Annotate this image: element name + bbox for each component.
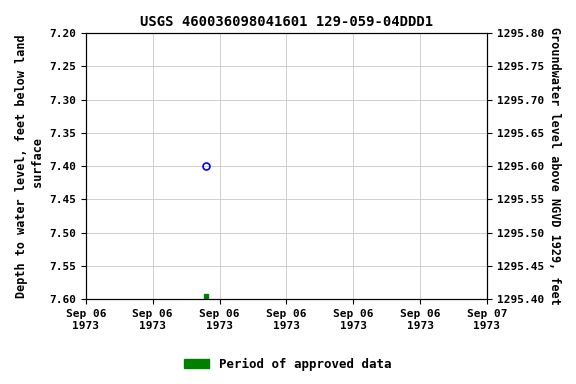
Legend: Period of approved data: Period of approved data: [179, 353, 397, 376]
Y-axis label: Depth to water level, feet below land
 surface: Depth to water level, feet below land su…: [15, 34, 45, 298]
Title: USGS 460036098041601 129-059-04DDD1: USGS 460036098041601 129-059-04DDD1: [140, 15, 433, 29]
Y-axis label: Groundwater level above NGVD 1929, feet: Groundwater level above NGVD 1929, feet: [548, 27, 561, 305]
